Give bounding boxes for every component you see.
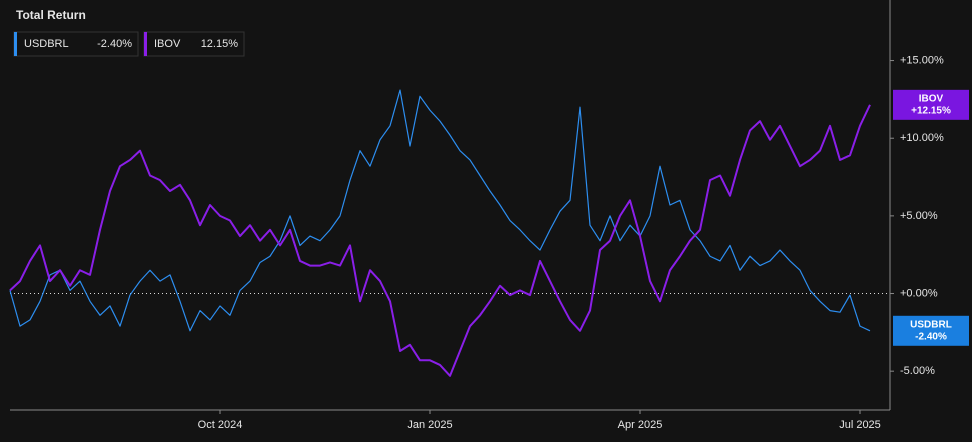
y-tick-label: +10.00% [900,132,944,144]
y-tick-label: +15.00% [900,54,944,66]
tag-value: +12.15% [911,105,951,116]
x-tick-label: Jan 2025 [407,419,452,431]
tag-value: -2.40% [915,331,947,342]
x-tick-label: Apr 2025 [618,419,663,431]
series-line [9,104,871,377]
x-tick-label: Jul 2025 [839,419,881,431]
y-tick-label: -5.00% [900,365,935,377]
legend-name: USDBRL [24,38,69,50]
value-tag [893,89,969,120]
chart-title: Total Return [16,8,86,22]
tag-name: IBOV [919,93,944,104]
x-tick-label: Oct 2024 [198,419,243,431]
y-tick-label: +5.00% [900,210,938,222]
series-line [9,89,871,332]
value-tag [893,315,969,346]
legend-value: 12.15% [201,38,239,50]
tag-name: USDBRL [910,319,952,330]
legend-value: -2.40% [97,38,132,50]
y-tick-label: +0.00% [900,287,938,299]
legend-swatch [144,32,147,56]
legend-name: IBOV [154,38,181,50]
legend-swatch [14,32,17,56]
